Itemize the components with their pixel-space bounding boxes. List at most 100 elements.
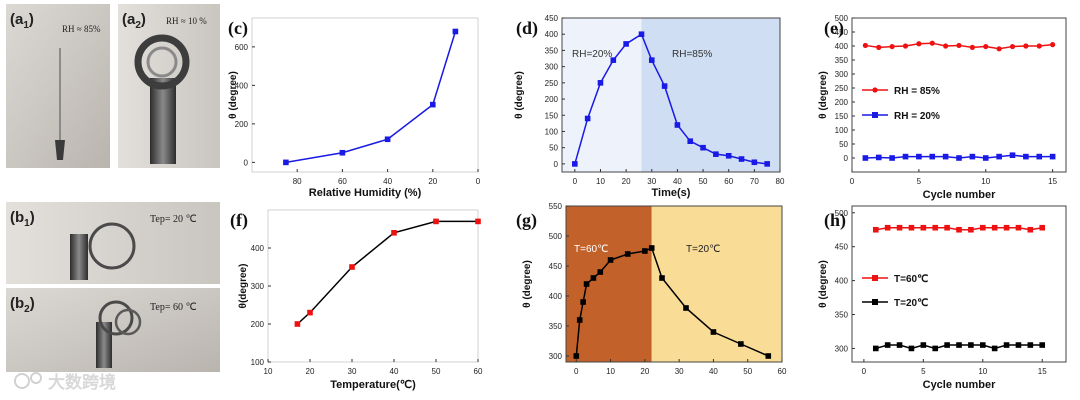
data-point-1-9: [979, 342, 986, 348]
x-tick-label-3: 20: [428, 177, 437, 186]
data-point-1-2: [896, 342, 903, 348]
x-tick-label-1: 5: [917, 177, 922, 186]
data-point-0-2: [889, 43, 895, 50]
x-tick-label-2: 40: [383, 177, 392, 186]
data-point-0-9: [648, 245, 655, 251]
data-point-0-10: [996, 46, 1002, 52]
legend-marker-1: [872, 299, 878, 305]
y-tick-label-0: 100: [251, 358, 265, 367]
data-point-1-13: [1036, 153, 1043, 160]
y-axis-label: θ (degree): [228, 71, 239, 119]
y-tick-label-4: 500: [835, 209, 849, 218]
x-tick-label-8: 80: [776, 177, 785, 186]
photo-a1: (a1) RH ≈ 85%: [6, 4, 110, 168]
y-tick-label-4: 500: [549, 232, 563, 241]
data-point-0-8: [642, 248, 648, 254]
y-tick-label-0: 300: [835, 344, 849, 353]
data-point-0-3: [902, 43, 909, 49]
svg-text:(a1): (a1): [10, 11, 34, 31]
data-point-0-5: [638, 31, 645, 38]
x-axis-label: Cycle number: [923, 189, 996, 201]
data-point-1-2: [889, 155, 895, 161]
data-point-0-6: [943, 43, 949, 49]
data-point-0-11: [713, 151, 719, 157]
y-tick-label-8: 400: [835, 42, 849, 51]
a1-label: (a: [10, 11, 24, 28]
plot-frame: [851, 17, 1067, 173]
data-point-0-0: [294, 321, 301, 327]
data-point-0-7: [661, 83, 668, 89]
data-point-0-3: [430, 101, 436, 108]
data-point-1-11: [1003, 342, 1010, 348]
panel-label: (g): [516, 210, 537, 231]
x-axis-label: Time(s): [652, 187, 691, 199]
y-tick-label-1: 350: [549, 322, 563, 331]
panel-label: (e): [824, 18, 844, 39]
y-tick-label-3: 450: [835, 243, 849, 252]
data-point-0-7: [956, 42, 962, 49]
watermark-text: 大数跨境: [48, 372, 116, 392]
x-tick-label-3: 40: [390, 367, 399, 376]
y-tick-label-0: 0: [844, 154, 849, 163]
data-point-1-9: [982, 155, 989, 161]
x-axis-label: Temperature(℃): [330, 379, 416, 391]
region-0: [566, 206, 652, 362]
a2-close: ): [141, 11, 146, 28]
series-line-0: [285, 31, 457, 164]
plot-frame: [251, 17, 479, 173]
data-point-0-0: [872, 226, 879, 233]
x-tick-label-5: 50: [699, 177, 708, 186]
y-tick-label-1: 50: [549, 144, 558, 153]
data-point-0-3: [583, 281, 590, 287]
plot-frame: [565, 205, 783, 363]
watermark: 大数跨境: [14, 372, 116, 392]
data-point-0-12: [1015, 224, 1022, 231]
legend-label-1: RH = 20%: [894, 111, 940, 122]
data-point-0-4: [590, 275, 597, 281]
x-tick-label-3: 30: [647, 177, 656, 186]
panel-label: (h): [824, 210, 846, 231]
data-point-0-4: [920, 224, 927, 231]
data-point-1-6: [944, 342, 950, 348]
panel-label: (f): [230, 210, 248, 231]
y-tick-label-9: 450: [835, 28, 849, 37]
data-point-1-8: [969, 153, 976, 160]
data-point-0-2: [597, 80, 604, 86]
data-point-1-0: [862, 155, 869, 161]
x-tick-label-3: 15: [1048, 177, 1057, 186]
y-tick-label-7: 350: [545, 46, 559, 55]
svg-text:(a2): (a2): [122, 11, 146, 31]
y-tick-label-2: 400: [235, 81, 249, 90]
data-point-0-11: [1003, 224, 1010, 231]
x-tick-label-5: 50: [743, 367, 752, 376]
b1-close: ): [30, 209, 35, 226]
y-axis-label: θ (degree): [818, 260, 829, 308]
x-tick-label-1: 10: [606, 367, 615, 376]
data-point-1-10: [996, 153, 1002, 160]
y-tick-label-4: 200: [545, 95, 559, 104]
data-point-1-13: [1027, 342, 1034, 348]
data-point-1-8: [968, 342, 974, 348]
data-point-1-12: [1023, 153, 1029, 160]
b1-sub: 1: [24, 218, 30, 229]
region-label-1: T=20℃: [686, 244, 720, 255]
x-tick-label-6: 60: [778, 367, 787, 376]
y-tick-label-3: 600: [235, 43, 249, 52]
a2-sub: 2: [135, 20, 141, 31]
x-tick-label-2: 10: [978, 367, 987, 376]
chart-e: 0 5 10 15050100150200250300350400450500Cycl…: [818, 14, 1067, 201]
x-axis-label: Cycle number: [923, 379, 996, 391]
x-tick-label-1: 10: [596, 177, 605, 186]
data-point-1-11: [1009, 152, 1016, 158]
data-point-0-2: [896, 224, 903, 231]
data-point-0-4: [916, 41, 922, 47]
data-point-0-8: [674, 122, 681, 128]
data-point-0-12: [710, 329, 717, 335]
data-point-0-4: [433, 218, 439, 225]
y-tick-label-6: 300: [835, 70, 849, 79]
y-tick-label-2: 100: [835, 126, 849, 135]
chart-h: 0 5 10 15 300 350 400 450 500 Cycle number θ (degr…: [818, 205, 1067, 391]
data-point-0-2: [580, 299, 586, 305]
data-point-0-5: [475, 218, 481, 225]
